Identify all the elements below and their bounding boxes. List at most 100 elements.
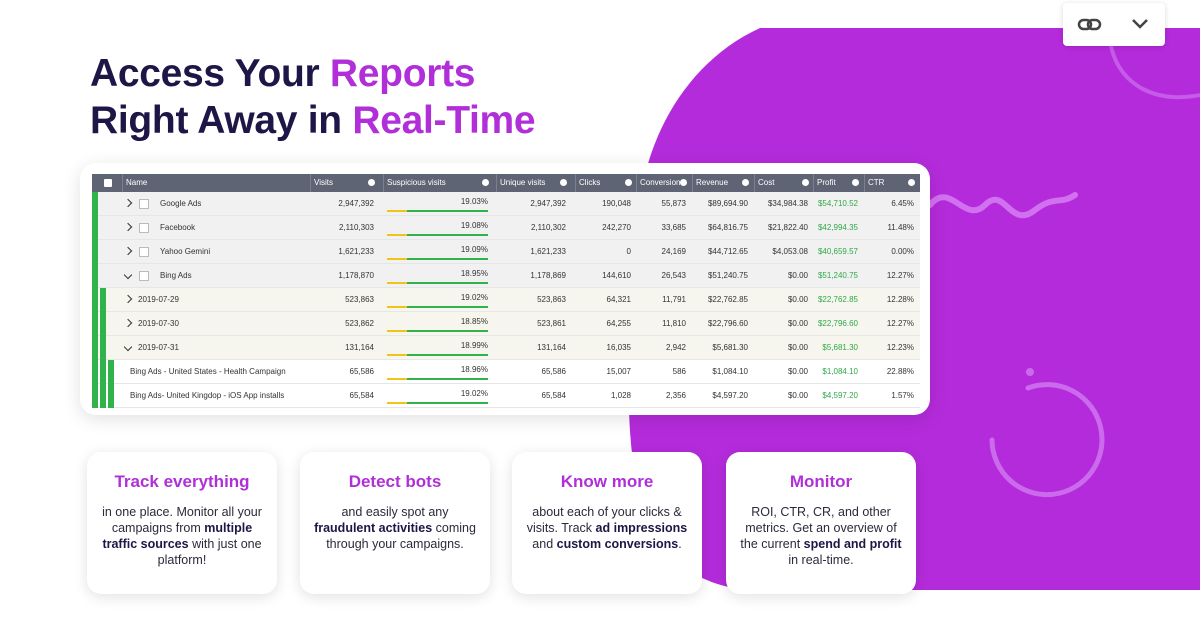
column-header[interactable]: Conversions xyxy=(636,174,690,192)
gear-icon xyxy=(742,179,749,186)
group-bar xyxy=(92,264,98,288)
row-checkbox[interactable] xyxy=(139,199,149,209)
table-row xyxy=(92,288,920,312)
card-text: about each of your clicks & visits. Trac… xyxy=(526,505,682,535)
column-header[interactable]: Clicks xyxy=(575,174,635,192)
group-bar xyxy=(92,360,98,384)
card-body: about each of your clicks & visits. Trac… xyxy=(524,504,690,552)
row-value: $54,710.52 xyxy=(817,199,858,208)
row-value: 190,048 xyxy=(602,199,631,208)
table-header xyxy=(92,174,920,192)
row-checkbox[interactable] xyxy=(139,247,149,257)
report-table: Name Visits Suspicious visits Unique visits… xyxy=(92,174,920,408)
card-title: Track everything xyxy=(114,472,250,491)
suspicious-bar xyxy=(387,330,488,332)
feature-card: Track everything in one place. Monitor al… xyxy=(87,452,277,594)
row-value: $0.00 xyxy=(787,271,808,280)
card-text: ad impressions xyxy=(595,521,688,535)
card-title: Know more xyxy=(560,472,654,491)
row-value: 1,028 xyxy=(610,391,631,400)
group-bar xyxy=(92,312,98,336)
column-header[interactable]: Suspicious visits xyxy=(383,174,492,192)
gear-icon xyxy=(482,179,489,186)
row-value: 523,863 xyxy=(345,295,374,304)
row-value: 131,164 xyxy=(537,343,566,352)
row-value: 1,621,233 xyxy=(530,247,566,256)
row-name: 2019-07-30 xyxy=(138,319,179,328)
suspicious-bar xyxy=(387,378,488,380)
suspicious-bar xyxy=(387,282,488,284)
row-name: Bing Ads- United Kingdop - iOS App insta… xyxy=(130,391,285,400)
row-value: $0.00 xyxy=(787,319,808,328)
row-value: 12.27% xyxy=(886,271,914,280)
gear-icon xyxy=(680,179,687,186)
group-bar xyxy=(92,288,98,312)
row-value: 19.02% xyxy=(460,293,488,302)
table-row xyxy=(92,216,920,240)
row-value: $22,762.85 xyxy=(707,295,748,304)
row-value: $42,994.35 xyxy=(817,223,858,232)
card-text: multiple traffic sources xyxy=(102,521,253,551)
row-value: 6.45% xyxy=(891,199,914,208)
row-value: 19.09% xyxy=(460,245,488,254)
column-header[interactable]: Revenue xyxy=(692,174,752,192)
row-value: 2,356 xyxy=(665,391,686,400)
row-value: $4,597.20 xyxy=(712,391,748,400)
column-header[interactable]: Cost xyxy=(754,174,812,192)
row-value: $22,762.85 xyxy=(817,295,858,304)
card-text: custom conversions xyxy=(556,537,679,551)
row-name: 2019-07-31 xyxy=(138,343,179,352)
card-text: . xyxy=(678,537,682,551)
suspicious-bar-part xyxy=(387,258,408,260)
table-row xyxy=(92,192,920,216)
suspicious-bar xyxy=(387,402,488,404)
column-header[interactable]: Unique visits xyxy=(496,174,570,192)
suspicious-bar-part xyxy=(387,378,408,380)
row-value: 1,621,233 xyxy=(338,247,374,256)
card-text: and easily spot any xyxy=(341,505,449,519)
row-value: 19.08% xyxy=(460,221,488,230)
row-value: 19.03% xyxy=(460,197,488,206)
row-value: 65,584 xyxy=(541,391,566,400)
column-header[interactable]: Name xyxy=(122,174,308,192)
row-checkbox[interactable] xyxy=(139,271,149,281)
table-card: Name Visits Suspicious visits Unique visits… xyxy=(80,163,930,415)
heading-text: Access Your xyxy=(90,52,330,95)
row-value: 26,543 xyxy=(661,271,686,280)
row-value: $1,084.10 xyxy=(822,367,858,376)
row-value: $89,694.90 xyxy=(707,199,748,208)
dot-decoration xyxy=(1026,368,1034,376)
row-value: 0.00% xyxy=(891,247,914,256)
group-bar xyxy=(100,312,106,336)
share-button[interactable] xyxy=(1063,3,1165,46)
column-header[interactable]: Profit xyxy=(813,174,862,192)
ring-decoration xyxy=(989,382,1105,498)
gear-icon xyxy=(368,179,375,186)
row-value: 12.27% xyxy=(886,319,914,328)
suspicious-bar xyxy=(387,354,488,356)
row-value: 2,110,303 xyxy=(339,223,374,232)
suspicious-bar xyxy=(387,210,488,212)
suspicious-bar-part xyxy=(387,234,408,236)
row-value: $51,240.75 xyxy=(817,271,858,280)
row-value: $4,053.08 xyxy=(772,247,808,256)
group-bar xyxy=(100,360,106,384)
row-name: Bing Ads - United States - Health Campai… xyxy=(130,367,286,376)
row-value: $40,659.57 xyxy=(817,247,858,256)
group-bar xyxy=(92,192,98,216)
row-value: 55,873 xyxy=(661,199,686,208)
row-name: Facebook xyxy=(160,223,196,232)
row-value: $0.00 xyxy=(787,367,808,376)
row-checkbox[interactable] xyxy=(139,223,149,233)
column-header[interactable]: Visits xyxy=(310,174,378,192)
heading-text: Reports xyxy=(329,52,476,95)
link-icon xyxy=(1086,18,1102,31)
card-title: Detect bots xyxy=(348,472,442,491)
row-value: 64,321 xyxy=(606,295,631,304)
row-value: 65,584 xyxy=(349,391,374,400)
row-value: $22,796.60 xyxy=(817,319,858,328)
column-header[interactable]: CTR xyxy=(864,174,918,192)
suspicious-bar-part xyxy=(387,402,408,404)
row-value: 523,862 xyxy=(345,319,374,328)
row-value: 18.95% xyxy=(460,269,488,278)
